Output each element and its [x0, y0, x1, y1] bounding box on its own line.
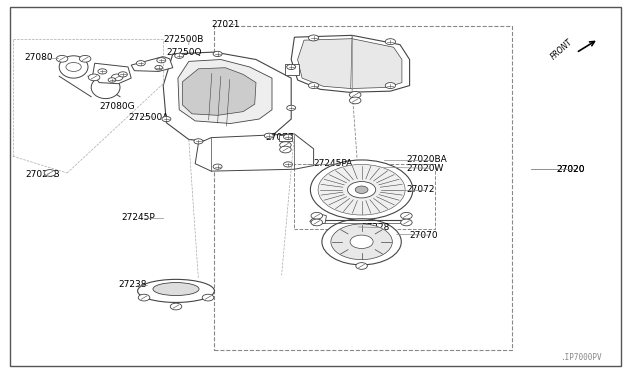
Text: 27245P: 27245P	[122, 213, 156, 222]
Text: FRONT: FRONT	[549, 37, 575, 61]
Circle shape	[284, 134, 292, 140]
Bar	[285, 64, 299, 75]
Circle shape	[264, 133, 273, 138]
Ellipse shape	[60, 56, 88, 78]
Circle shape	[155, 65, 163, 70]
Circle shape	[56, 55, 68, 62]
Ellipse shape	[153, 283, 199, 295]
Polygon shape	[279, 135, 292, 141]
Circle shape	[385, 39, 396, 45]
Circle shape	[284, 162, 292, 167]
Text: 27077: 27077	[266, 133, 294, 142]
Text: 272500B: 272500B	[163, 35, 204, 44]
Bar	[294, 164, 435, 229]
Circle shape	[88, 74, 100, 81]
Circle shape	[349, 97, 361, 104]
Polygon shape	[163, 52, 291, 143]
Text: 27072: 27072	[406, 185, 435, 194]
Ellipse shape	[138, 279, 214, 302]
Circle shape	[136, 61, 145, 66]
Circle shape	[322, 219, 401, 265]
Text: .IP7000PV: .IP7000PV	[560, 353, 602, 362]
Circle shape	[350, 235, 373, 248]
Circle shape	[98, 69, 107, 74]
Circle shape	[308, 35, 319, 41]
Text: 27021: 27021	[211, 20, 240, 29]
Circle shape	[348, 182, 376, 198]
Text: 27080G: 27080G	[99, 102, 135, 110]
Bar	[214, 26, 512, 350]
Text: 272500A: 272500A	[128, 113, 168, 122]
Text: 27020BA: 27020BA	[406, 155, 447, 164]
Circle shape	[66, 62, 81, 71]
Circle shape	[170, 303, 182, 310]
Text: 27228: 27228	[362, 223, 390, 232]
Polygon shape	[291, 35, 410, 92]
Circle shape	[401, 219, 412, 226]
Circle shape	[310, 160, 413, 219]
Text: 27020: 27020	[557, 165, 586, 174]
Circle shape	[331, 224, 392, 260]
Polygon shape	[182, 68, 256, 115]
Circle shape	[280, 142, 291, 148]
Circle shape	[138, 294, 150, 301]
Circle shape	[108, 78, 116, 82]
Text: 27238: 27238	[118, 280, 147, 289]
Polygon shape	[310, 214, 326, 225]
Circle shape	[311, 212, 323, 219]
Circle shape	[79, 55, 91, 62]
Circle shape	[349, 92, 361, 98]
Circle shape	[401, 212, 412, 219]
Circle shape	[213, 51, 222, 57]
Circle shape	[385, 83, 396, 89]
Text: 27245PA: 27245PA	[314, 159, 353, 168]
Circle shape	[287, 64, 296, 70]
Text: 27020: 27020	[557, 165, 586, 174]
Text: 27250Q: 27250Q	[166, 48, 202, 57]
Circle shape	[162, 116, 171, 122]
Text: 27020W: 27020W	[406, 164, 444, 173]
Polygon shape	[93, 63, 131, 84]
Circle shape	[118, 72, 127, 77]
Polygon shape	[195, 134, 314, 171]
Circle shape	[44, 170, 56, 176]
Circle shape	[202, 294, 214, 301]
Circle shape	[213, 164, 222, 169]
Circle shape	[175, 53, 184, 58]
Text: 27080: 27080	[24, 53, 53, 62]
Circle shape	[311, 219, 323, 226]
Text: 27070: 27070	[410, 231, 438, 240]
Ellipse shape	[92, 76, 120, 99]
Polygon shape	[178, 60, 272, 124]
Polygon shape	[131, 57, 173, 71]
Text: 27020B: 27020B	[26, 170, 60, 179]
Circle shape	[157, 58, 166, 63]
Circle shape	[111, 74, 123, 81]
Circle shape	[280, 146, 291, 153]
Circle shape	[355, 186, 368, 193]
Circle shape	[356, 263, 367, 269]
Circle shape	[287, 105, 296, 110]
Circle shape	[194, 139, 203, 144]
Polygon shape	[298, 39, 402, 89]
Circle shape	[318, 164, 405, 215]
Circle shape	[308, 83, 319, 89]
